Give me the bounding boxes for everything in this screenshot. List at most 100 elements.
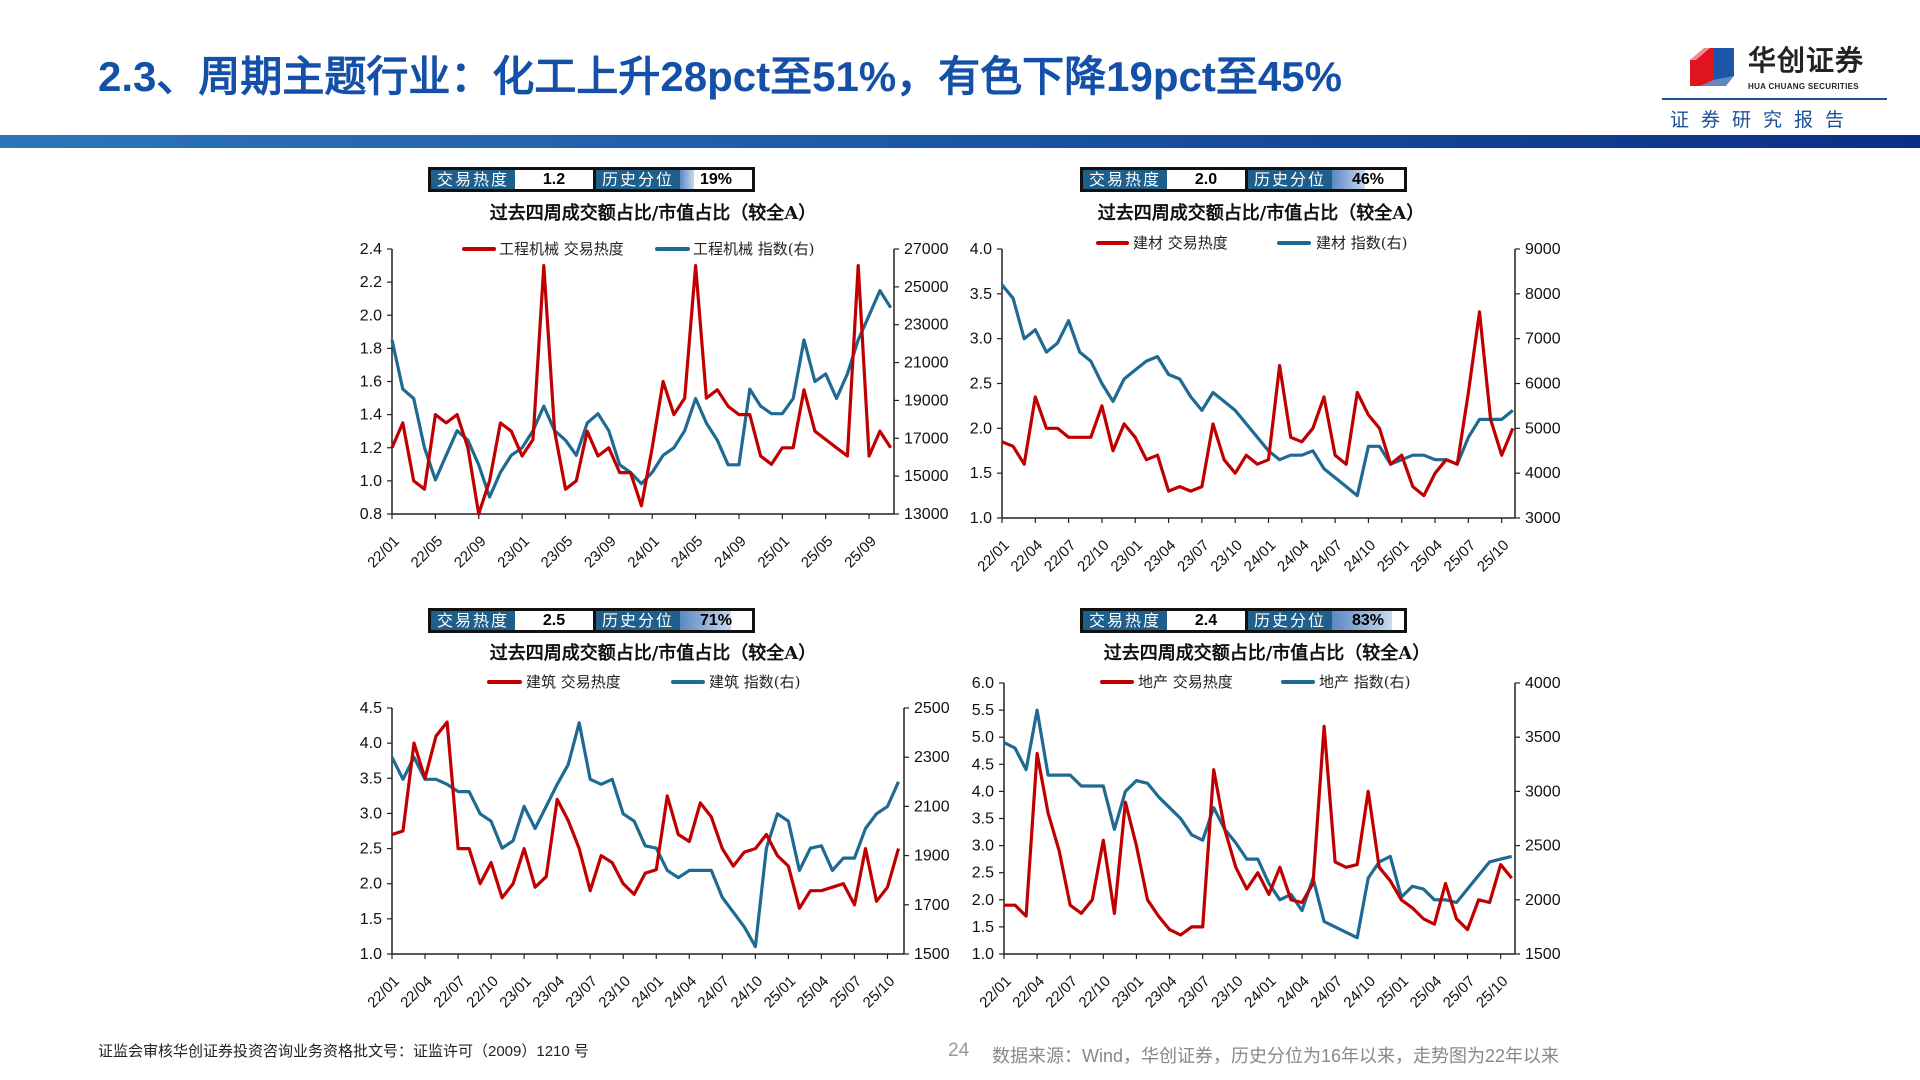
- left-axis-tick-label: 3.0: [970, 331, 992, 348]
- right-axis-tick-label: 1700: [914, 897, 950, 914]
- x-axis-tick-label: 23/01: [1108, 537, 1147, 576]
- left-axis-tick-label: 1.6: [360, 374, 382, 391]
- percentile-cell: 83%: [1332, 611, 1404, 630]
- percentile-fill: [680, 611, 732, 630]
- x-axis-tick-label: 23/09: [581, 533, 620, 572]
- right-axis-tick-label: 21000: [904, 355, 949, 372]
- chart-title: 过去四周成交额占比/市值占比（较全A）: [489, 203, 817, 224]
- legend-label: 工程机械 交易热度: [499, 240, 624, 258]
- right-axis-tick-label: 19000: [904, 392, 949, 409]
- x-axis-tick-label: 25/04: [794, 973, 833, 1012]
- heat-box-real-estate: 交易热度 2.4 历史分位 83%: [1080, 608, 1407, 633]
- left-axis-tick-label: 1.0: [970, 510, 992, 527]
- right-axis-tick-label: 17000: [904, 430, 949, 447]
- x-axis-tick-label: 22/04: [1008, 537, 1047, 576]
- percentile-label: 历史分位: [596, 170, 680, 189]
- right-axis-tick-label: 1900: [914, 848, 950, 865]
- percentile-fill: [1332, 611, 1392, 630]
- x-axis-tick-label: 23/10: [1207, 537, 1246, 576]
- company-logo: 华创证券 HUA CHUANG SECURITIES 证券研究报告: [1662, 44, 1890, 134]
- x-axis-tick-label: 23/01: [1109, 973, 1148, 1012]
- license-note: 证监会审核华创证券投资咨询业务资格批文号：证监许可（2009）1210 号: [98, 1043, 589, 1060]
- x-axis-tick-label: 24/09: [711, 533, 750, 572]
- left-axis-tick-label: 2.5: [360, 841, 382, 858]
- right-axis-tick-label: 27000: [904, 241, 949, 258]
- right-axis-tick-label: 7000: [1525, 331, 1561, 348]
- x-axis-tick-label: 24/04: [662, 973, 701, 1012]
- legend-swatch-heat: [1096, 241, 1129, 245]
- right-axis-tick-label: 4000: [1525, 675, 1561, 692]
- left-axis-tick-label: 3.0: [972, 838, 994, 855]
- x-axis-tick-label: 23/10: [1208, 973, 1247, 1012]
- left-axis-tick-label: 0.8: [360, 506, 382, 523]
- x-axis-tick-label: 25/10: [860, 973, 899, 1012]
- right-axis-tick-label: 3000: [1525, 510, 1561, 527]
- heat-series-line: [391, 720, 901, 910]
- x-axis-tick-label: 25/05: [798, 533, 837, 572]
- heat-value: 2.4: [1167, 611, 1248, 630]
- x-axis-tick-label: 23/04: [1141, 537, 1180, 576]
- right-axis-tick-label: 2500: [914, 700, 950, 717]
- legend-swatch-index: [671, 680, 705, 684]
- right-axis-tick-label: 9000: [1525, 241, 1561, 258]
- x-axis-tick-label: 25/07: [827, 973, 866, 1012]
- right-axis-tick-label: 15000: [904, 468, 949, 485]
- x-axis-tick-label: 22/01: [976, 973, 1015, 1012]
- percentile-value: 83%: [1351, 612, 1385, 629]
- right-axis-tick-label: 2000: [1525, 892, 1561, 909]
- legend-swatch-heat: [1100, 680, 1134, 684]
- heat-label: 交易热度: [1083, 170, 1167, 189]
- x-axis-tick-label: 25/01: [1374, 973, 1413, 1012]
- x-axis-tick-label: 24/01: [1241, 973, 1280, 1012]
- heat-label: 交易热度: [431, 170, 515, 189]
- right-axis-tick-label: 8000: [1525, 286, 1561, 303]
- x-axis-tick-label: 24/01: [624, 533, 663, 572]
- left-axis-tick-label: 1.5: [972, 919, 994, 936]
- heat-box-construction: 交易热度 2.5 历史分位 71%: [428, 608, 755, 633]
- left-axis-tick-label: 6.0: [972, 675, 994, 692]
- x-axis-tick-label: 23/04: [1142, 973, 1181, 1012]
- percentile-value: 71%: [699, 612, 733, 629]
- x-axis-tick-label: 22/01: [974, 537, 1013, 576]
- percentile-value: 46%: [1351, 171, 1385, 188]
- legend-label: 地产 交易热度: [1138, 673, 1233, 691]
- chart-title: 过去四周成交额占比/市值占比（较全A）: [1103, 643, 1431, 664]
- left-axis-tick-label: 4.0: [972, 783, 994, 800]
- x-axis-tick-label: 24/01: [629, 973, 668, 1012]
- heat-label: 交易热度: [431, 611, 515, 630]
- legend-label: 建材 指数(右): [1316, 234, 1408, 252]
- left-axis-tick-label: 5.5: [972, 702, 994, 719]
- x-axis-tick-label: 24/01: [1241, 537, 1280, 576]
- chart-title: 过去四周成交额占比/市值占比（较全A）: [489, 643, 817, 664]
- x-axis-tick-label: 25/04: [1407, 973, 1446, 1012]
- x-axis-tick-label: 24/07: [1307, 973, 1346, 1012]
- chart-title: 过去四周成交额占比/市值占比（较全A）: [1097, 203, 1425, 224]
- heat-series-line: [1001, 310, 1515, 498]
- heat-value: 1.2: [515, 170, 596, 189]
- heat-value: 2.0: [1167, 170, 1248, 189]
- left-axis-tick-label: 1.5: [970, 465, 992, 482]
- left-axis-tick-label: 3.5: [972, 811, 994, 828]
- x-axis-tick-label: 24/10: [1341, 537, 1380, 576]
- x-axis-tick-label: 25/07: [1440, 973, 1479, 1012]
- x-axis-tick-label: 25/10: [1474, 537, 1513, 576]
- index-series-line: [390, 289, 893, 499]
- percentile-fill: [1332, 170, 1366, 189]
- logo-cube-icon: [1690, 48, 1734, 86]
- x-axis-tick-label: 24/10: [1340, 973, 1379, 1012]
- logo-divider: [1662, 98, 1887, 100]
- right-axis-tick-label: 4000: [1525, 465, 1561, 482]
- heat-box-building-materials: 交易热度 2.0 历史分位 46%: [1080, 167, 1407, 192]
- left-axis-tick-label: 1.8: [360, 340, 382, 357]
- x-axis-tick-label: 22/10: [463, 973, 502, 1012]
- right-axis-tick-label: 1500: [1525, 946, 1561, 963]
- left-axis-tick-label: 4.0: [970, 241, 992, 258]
- percentile-cell: 19%: [680, 170, 752, 189]
- left-axis-tick-label: 5.0: [972, 729, 994, 746]
- left-axis-tick-label: 4.0: [360, 735, 382, 752]
- left-axis-tick-label: 2.5: [970, 376, 992, 393]
- left-axis-tick-label: 4.5: [972, 756, 994, 773]
- x-axis-tick-label: 25/01: [755, 533, 794, 572]
- x-axis-tick-label: 25/04: [1407, 537, 1446, 576]
